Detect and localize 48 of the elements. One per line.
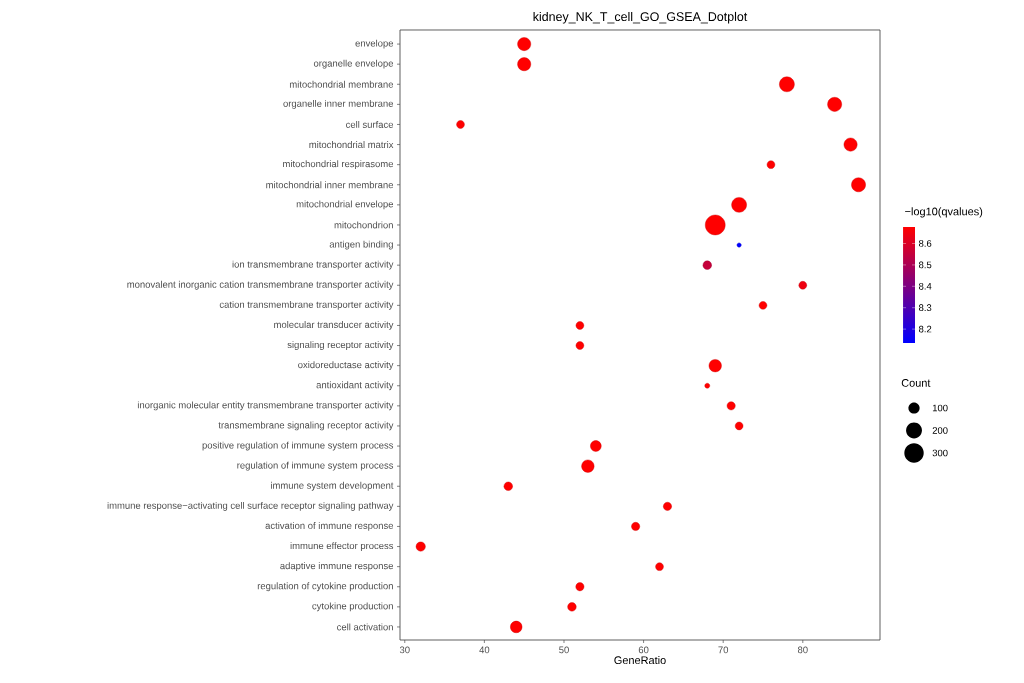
color-bar-title: −log10(qvalues) bbox=[905, 207, 983, 218]
y-tick-label: activation of immune response bbox=[265, 522, 394, 531]
legend-title: Count bbox=[901, 379, 931, 387]
color-bar-label: 8.5 bbox=[918, 261, 932, 269]
legend-label: 300 bbox=[932, 449, 948, 457]
x-tick-label: 30 bbox=[399, 646, 410, 654]
y-tick-label: monovalent inorganic cation transmembrane transporter activity bbox=[127, 280, 394, 290]
y-tick-label: antigen binding bbox=[329, 240, 393, 250]
y-tick-label: regulation of cytokine production bbox=[257, 582, 393, 592]
y-tick-label: mitochondrion bbox=[334, 221, 393, 229]
y-tick-label: cell surface bbox=[346, 120, 394, 128]
y-tick-label: organelle inner membrane bbox=[283, 99, 394, 109]
legend-label: 200 bbox=[932, 427, 948, 434]
x-tick-label: 60 bbox=[638, 646, 649, 654]
y-tick-label: immune effector process bbox=[290, 542, 394, 551]
chart-title: kidney_NK_T_cell_GO_GSEA_Dotplot bbox=[533, 11, 748, 24]
y-tick-label: mitochondrial matrix bbox=[309, 141, 394, 149]
y-tick-label: cell activation bbox=[337, 623, 393, 631]
y-tick-label: inorganic molecular entity transmembrane transporter activity bbox=[137, 401, 394, 411]
y-tick-label: immune response−activating cell surface receptor signaling pathway bbox=[107, 501, 394, 511]
y-tick-label: envelope bbox=[355, 39, 394, 49]
color-bar-label: 8.2 bbox=[918, 325, 932, 333]
y-tick-label: organelle envelope bbox=[313, 59, 394, 69]
color-bar-label: 8.3 bbox=[918, 304, 932, 312]
color-bar-label: 8.4 bbox=[918, 282, 932, 290]
legend-label: 100 bbox=[932, 404, 948, 412]
y-tick-label: mitochondrial envelope bbox=[296, 200, 394, 210]
y-tick-label: positive regulation of immune system process bbox=[202, 441, 394, 451]
y-tick-label: immune system development bbox=[271, 481, 394, 491]
y-tick-label: oxidoreductase activity bbox=[298, 361, 394, 371]
x-tick-label: 70 bbox=[718, 646, 729, 654]
y-tick-label: antioxidant activity bbox=[316, 381, 394, 391]
x-tick-label: 40 bbox=[479, 646, 490, 654]
y-tick-label: mitochondrial respirasome bbox=[283, 160, 394, 170]
y-tick-label: adaptive immune response bbox=[280, 562, 394, 572]
x-tick-label: 80 bbox=[797, 646, 808, 654]
y-tick-label: mitochondrial membrane bbox=[289, 80, 394, 88]
y-tick-label: transmembrane signaling receptor activity bbox=[218, 421, 394, 431]
y-tick-label: regulation of immune system process bbox=[237, 461, 394, 471]
y-tick-label: cation transmembrane transporter activity bbox=[219, 300, 394, 310]
y-tick-label: mitochondrial inner membrane bbox=[266, 181, 394, 189]
color-bar-label: 8.6 bbox=[918, 240, 932, 247]
y-tick-label: ion transmembrane transporter activity bbox=[232, 260, 394, 270]
x-tick-label: 50 bbox=[559, 646, 569, 654]
x-axis-title: GeneRatio bbox=[614, 656, 666, 665]
y-tick-label: molecular transducer activity bbox=[274, 321, 394, 330]
y-tick-label: signaling receptor activity bbox=[287, 341, 394, 350]
y-tick-label: cytokine production bbox=[312, 602, 393, 612]
